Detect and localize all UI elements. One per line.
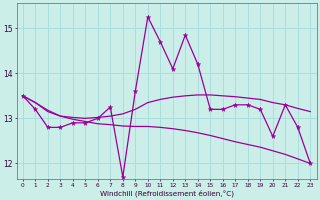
X-axis label: Windchill (Refroidissement éolien,°C): Windchill (Refroidissement éolien,°C) [100, 189, 234, 197]
